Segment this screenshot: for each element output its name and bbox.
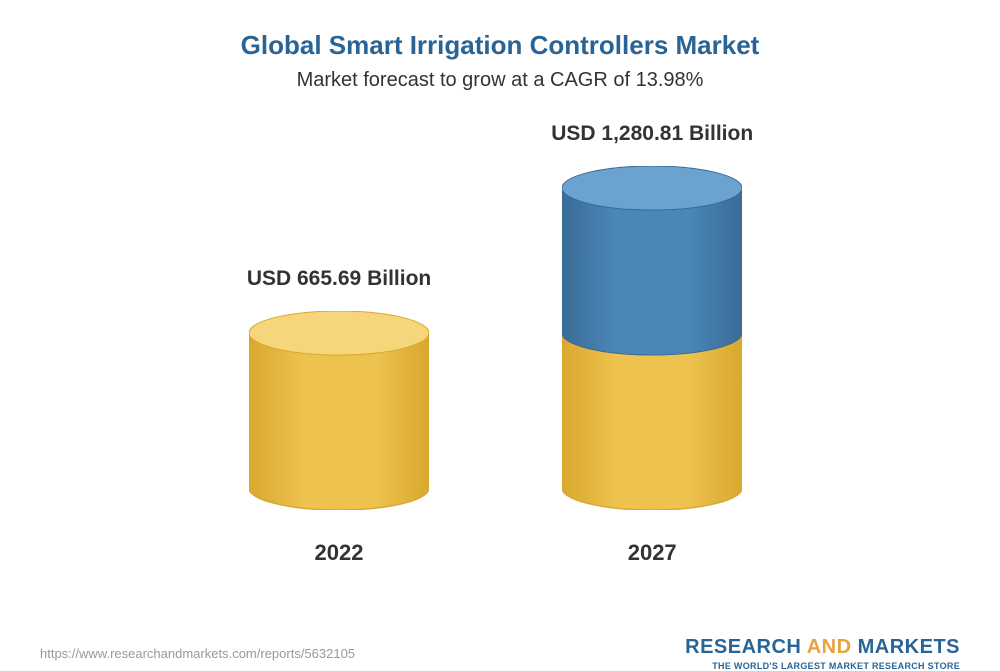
- bar-value-label: USD 1,280.81 Billion: [551, 122, 753, 146]
- chart-title: Global Smart Irrigation Controllers Mark…: [40, 30, 960, 61]
- year-label: 2022: [315, 540, 364, 566]
- chart-area: USD 665.69 Billion 2022 USD 1,280.81 Bill…: [40, 122, 960, 626]
- logo-text: RESEARCH AND MARKETS: [685, 636, 960, 659]
- source-url: https://www.researchandmarkets.com/repor…: [40, 646, 355, 661]
- brand-logo: RESEARCH AND MARKETS THE WORLD'S LARGEST…: [685, 636, 960, 671]
- bar-group: USD 1,280.81 Billion 2027: [551, 122, 753, 566]
- chart-subtitle: Market forecast to grow at a CAGR of 13.…: [40, 69, 960, 92]
- cylinder-bar: [249, 311, 429, 515]
- year-label: 2027: [628, 540, 677, 566]
- chart-container: Global Smart Irrigation Controllers Mark…: [0, 0, 1000, 667]
- footer: https://www.researchandmarkets.com/repor…: [40, 626, 960, 671]
- bar-group: USD 665.69 Billion 2022: [247, 267, 431, 566]
- logo-part-markets: MARKETS: [858, 636, 960, 658]
- logo-tagline: THE WORLD'S LARGEST MARKET RESEARCH STOR…: [685, 661, 960, 671]
- cylinder-bar: [562, 166, 742, 515]
- logo-part-research: RESEARCH: [685, 636, 801, 658]
- logo-part-and: AND: [807, 636, 852, 658]
- bar-value-label: USD 665.69 Billion: [247, 267, 431, 291]
